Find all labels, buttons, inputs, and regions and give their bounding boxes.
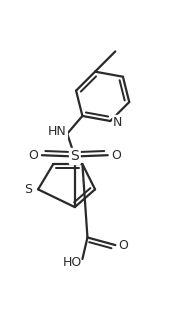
- Text: O: O: [119, 238, 129, 252]
- Text: O: O: [28, 149, 38, 162]
- Text: S: S: [70, 149, 79, 163]
- Text: N: N: [113, 116, 123, 129]
- Text: S: S: [24, 183, 32, 196]
- Text: HO: HO: [63, 256, 82, 269]
- Text: HN: HN: [48, 125, 67, 138]
- Text: O: O: [112, 149, 122, 162]
